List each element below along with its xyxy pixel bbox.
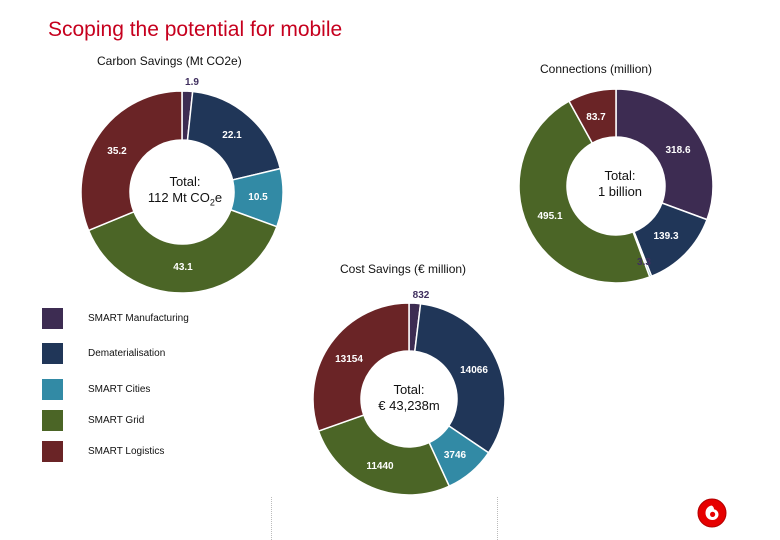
legend-label-dematerialisation: Dematerialisation [88,347,166,359]
cost-slice-dematerialisation [413,302,506,454]
cost-value-label-smart-logistics: 13154 [335,354,363,365]
carbon-total-sub: 2 [209,197,215,208]
connections-value-label-smart-cities: 3.3 [637,257,651,268]
carbon-value-label-smart-logistics: 35.2 [107,146,127,157]
connections-slice-smart-grid [518,100,651,284]
cost-value-label-smart-cities: 3746 [444,450,467,461]
carbon-savings-donut: 1.9 22.1 10.5 43.1 35.2 [80,77,284,294]
page-title: Scoping the potential for mobile [48,18,343,41]
carbon-value-label-smart-grid: 43.1 [173,262,193,273]
cost-value-label-smart-grid: 11440 [366,461,394,472]
legend-item-smart-grid: SMART Grid [42,409,144,431]
carbon-total-prefix: 112 Mt CO [147,190,210,205]
cost-savings-title: Cost Savings (€ million) [340,262,467,276]
cost-value-label-smart-manufacturing: 832 [413,290,430,301]
legend-swatch-smart-cities [42,378,63,400]
legend-item-smart-manufacturing: SMART Manufacturing [42,307,189,329]
legend-swatch-smart-manufacturing [42,307,63,329]
connections-value-label-smart-grid: 495.1 [537,211,562,222]
legend-item-dematerialisation: Dematerialisation [42,342,165,364]
legend-item-smart-cities: SMART Cities [42,378,150,400]
cost-slice-smart-logistics [312,302,410,433]
carbon-total-line1: Total: [169,174,201,189]
carbon-value-label-dematerialisation: 22.1 [222,130,242,141]
legend-swatch-dematerialisation [42,342,63,364]
cost-total-line1: Total: [393,382,425,397]
legend-label-smart-grid: SMART Grid [88,414,145,426]
connections-total-label: Total: 1 billion [575,168,665,200]
carbon-value-label-smart-manufacturing: 1.9 [185,77,199,88]
connections-donut: 318.6 139.3 3.3 495.1 83.7 [518,88,714,284]
connections-value-label-smart-logistics: 83.7 [586,112,606,123]
carbon-slice-smart-grid [87,208,278,294]
carbon-slice-smart-logistics [80,90,183,232]
legend-swatch-smart-grid [42,409,63,431]
carbon-total-line2: 112 Mt CO2e [130,190,240,211]
cost-total-line2: € 43,238m [378,398,440,413]
cost-value-label-dematerialisation: 14066 [460,365,488,376]
legend-item-smart-logistics: SMART Logistics [42,440,164,462]
connections-total-line2: 1 billion [597,184,643,199]
footer-divider-left [271,497,272,540]
connections-slice-smart-logistics [567,88,617,145]
connections-total-line1: Total: [604,168,636,183]
connections-slice-smart-manufacturing [615,88,714,221]
legend-label-smart-cities: SMART Cities [88,383,151,395]
cost-slice-smart-grid [317,414,451,496]
cost-savings-donut: 832 14066 3746 11440 13154 [312,290,506,496]
speech-mark-logo-icon [697,498,727,528]
footer-divider-right [497,497,498,540]
legend-label-smart-logistics: SMART Logistics [88,445,165,457]
connections-value-label-dematerialisation: 139.3 [653,231,678,242]
cost-total-label: Total: € 43,238m [364,382,454,414]
carbon-value-label-smart-cities: 10.5 [248,192,268,203]
legend-swatch-smart-logistics [42,440,63,462]
connections-value-label-smart-manufacturing: 318.6 [665,145,690,156]
connections-title: Connections (million) [540,62,653,76]
legend-label-smart-manufacturing: SMART Manufacturing [88,312,189,324]
carbon-savings-title: Carbon Savings (Mt CO2e) [97,54,242,68]
carbon-total-label: Total: 112 Mt CO2e [130,174,240,211]
carbon-total-suffix: e [214,190,223,205]
